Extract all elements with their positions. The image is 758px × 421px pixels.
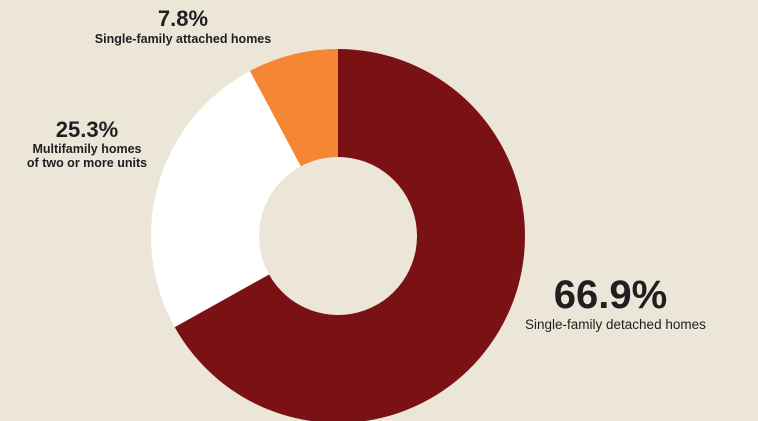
slice-category-single-family-attached: Single-family attached homes bbox=[94, 32, 272, 46]
label-single-family-attached: 7.8% Single-family attached homes bbox=[73, 6, 293, 47]
label-multifamily: 25.3% Multifamily homes of two or more u… bbox=[12, 119, 162, 171]
slice-multifamily bbox=[151, 71, 301, 328]
label-single-family-detached: 66.9% Single-family detached homes bbox=[525, 275, 706, 333]
slice-percent-multifamily: 25.3% bbox=[55, 117, 119, 142]
slice-category-single-family-detached: Single-family detached homes bbox=[525, 317, 706, 332]
slice-percent-single-family-attached: 7.8% bbox=[157, 6, 209, 31]
slice-single-family-detached bbox=[174, 49, 525, 421]
slice-category-multifamily: Multifamily homes of two or more units bbox=[26, 142, 148, 171]
slice-percent-single-family-detached: 66.9% bbox=[553, 273, 668, 317]
slice-single-family-attached bbox=[249, 49, 338, 167]
